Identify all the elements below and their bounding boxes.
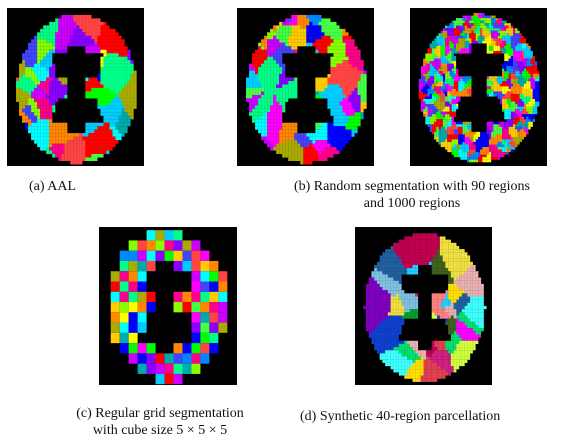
brain-slice-aal	[16, 14, 137, 165]
panel-random-90	[237, 8, 374, 166]
caption-c-line-1: (c) Regular grid segmentation	[76, 406, 244, 421]
panel-grid	[99, 227, 237, 385]
caption-b: (b) Random segmentation with 90 regions …	[252, 178, 572, 212]
brain-slice-synthetic-40	[363, 233, 487, 382]
caption-c-line-2: with cube size 5 × 5 × 5	[92, 423, 228, 438]
panel-aal	[7, 8, 144, 166]
caption-b-line-1: (b) Random segmentation with 90 regions	[293, 179, 531, 194]
brain-slice-grid	[110, 230, 228, 385]
panel-synthetic-40	[355, 227, 492, 385]
caption-c: (c) Regular grid segmentation with cube …	[40, 405, 280, 439]
brain-slice-random-1000	[418, 13, 540, 163]
panel-random-1000	[410, 8, 547, 166]
caption-b-line-2: and 1000 regions	[363, 196, 461, 211]
caption-d: (d) Synthetic 40-region parcellation	[300, 409, 501, 424]
caption-a: (a) AAL	[29, 179, 77, 194]
brain-slice-random-90	[246, 14, 367, 165]
